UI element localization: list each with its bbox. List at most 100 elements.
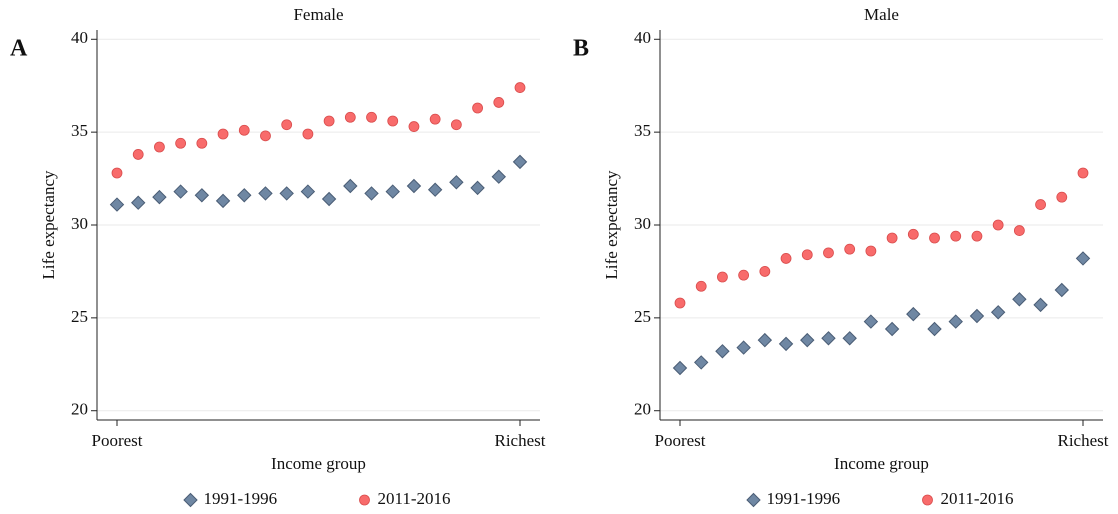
- y-tick-label: 40: [71, 28, 88, 47]
- point: [217, 128, 229, 140]
- point: [512, 154, 528, 170]
- point: [237, 188, 252, 203]
- point: [759, 266, 771, 277]
- y-tick-label: 25: [634, 307, 651, 326]
- point: [152, 189, 167, 205]
- y-tick-label: 40: [634, 28, 651, 47]
- point: [886, 232, 898, 244]
- point: [1054, 282, 1069, 298]
- x-axis-label: Income group: [271, 454, 366, 473]
- point: [491, 169, 506, 184]
- point: [1035, 199, 1046, 210]
- y-tick-label: 20: [71, 400, 88, 419]
- point: [950, 230, 962, 242]
- point: [429, 113, 441, 125]
- point: [906, 306, 921, 322]
- point: [863, 314, 879, 329]
- point: [450, 119, 462, 131]
- point: [364, 186, 379, 201]
- point: [694, 355, 709, 370]
- point: [300, 184, 316, 199]
- point: [449, 175, 464, 190]
- point: [823, 247, 834, 259]
- point: [780, 253, 792, 264]
- point: [990, 305, 1006, 320]
- legend-label: 1991-1996: [204, 489, 278, 508]
- point: [385, 184, 400, 199]
- point: [131, 195, 146, 210]
- point: [302, 128, 314, 140]
- point: [343, 178, 358, 194]
- point: [948, 314, 963, 329]
- point: [260, 130, 271, 142]
- y-tick-label: 30: [71, 214, 88, 233]
- point: [992, 219, 1004, 231]
- legend-marker: [359, 494, 370, 506]
- point: [842, 331, 857, 346]
- legend-label: 2011-2016: [941, 489, 1014, 508]
- y-tick-label: 25: [71, 307, 88, 326]
- y-axis-label: Life expectancy: [39, 170, 58, 280]
- point: [1077, 167, 1089, 179]
- point: [1056, 191, 1068, 203]
- point: [929, 232, 940, 244]
- point: [387, 115, 399, 127]
- x-tick-label: Poorest: [655, 431, 706, 450]
- point: [111, 167, 123, 179]
- point: [865, 245, 877, 257]
- y-tick-label: 20: [634, 400, 651, 419]
- legend-marker: [746, 492, 761, 508]
- point: [194, 188, 210, 203]
- point: [279, 186, 294, 201]
- point: [672, 360, 688, 376]
- point: [1012, 292, 1027, 307]
- point: [321, 191, 337, 207]
- panel-label: A: [10, 36, 28, 62]
- point: [736, 340, 751, 355]
- x-tick-label: Richest: [1058, 431, 1109, 450]
- point: [801, 249, 813, 261]
- point: [927, 321, 942, 337]
- legend-label: 2011-2016: [378, 489, 451, 508]
- point: [717, 271, 728, 283]
- point: [493, 97, 505, 108]
- point: [907, 228, 919, 240]
- point: [196, 137, 208, 149]
- x-tick-label: Richest: [495, 431, 546, 450]
- y-tick-label: 30: [634, 214, 651, 233]
- point: [800, 332, 815, 348]
- chart-title: Female: [293, 5, 343, 24]
- legend-label: 1991-1996: [767, 489, 841, 508]
- point: [971, 230, 983, 242]
- point: [1013, 225, 1025, 236]
- point: [109, 197, 125, 212]
- point: [154, 141, 165, 153]
- y-tick-label: 35: [71, 121, 88, 140]
- point: [215, 193, 231, 209]
- point: [884, 321, 900, 337]
- point: [1075, 251, 1091, 266]
- point: [344, 111, 356, 123]
- point: [132, 149, 144, 160]
- point: [514, 82, 526, 93]
- point: [175, 137, 187, 149]
- y-tick-label: 35: [634, 121, 651, 140]
- point: [674, 297, 686, 309]
- point: [427, 182, 443, 197]
- point: [406, 178, 422, 194]
- point: [715, 344, 730, 359]
- x-axis-label: Income group: [834, 454, 929, 473]
- point: [408, 121, 420, 132]
- point: [323, 115, 335, 127]
- point: [173, 184, 188, 199]
- point: [258, 186, 273, 201]
- point: [757, 332, 773, 348]
- point: [1033, 297, 1048, 313]
- point: [281, 119, 293, 131]
- point: [969, 308, 985, 324]
- y-axis-label: Life expectancy: [602, 170, 621, 280]
- point: [844, 243, 856, 255]
- point: [695, 280, 707, 292]
- chart-title: Male: [864, 5, 899, 24]
